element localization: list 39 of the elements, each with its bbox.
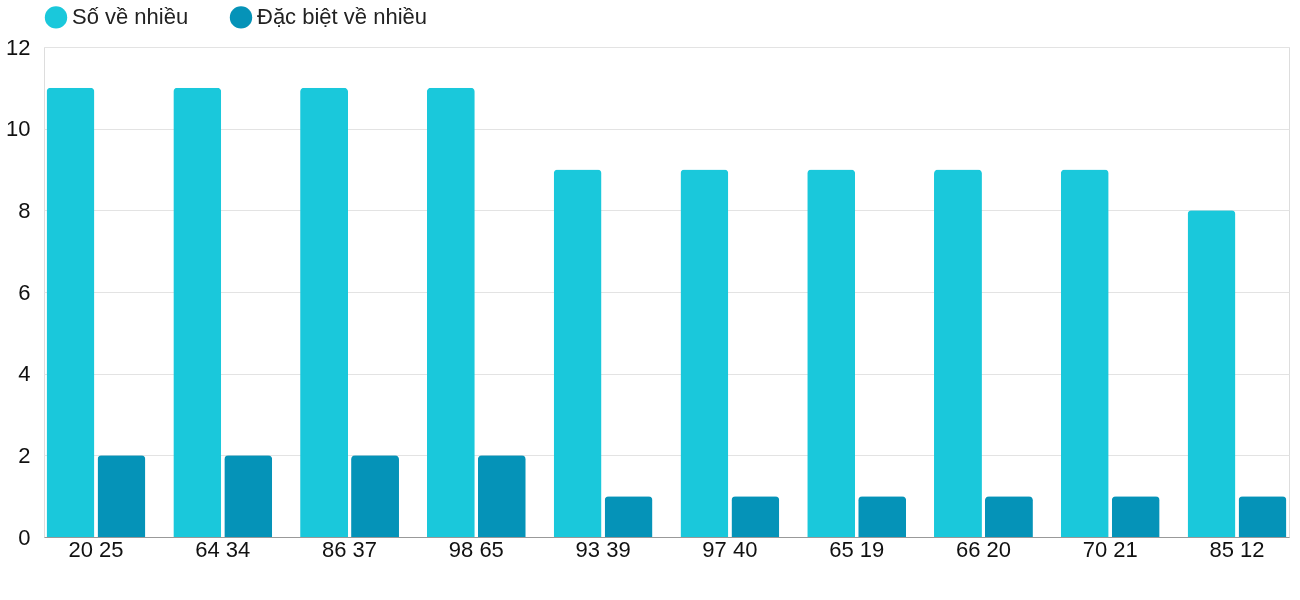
- x-tick-label: 97 40: [702, 536, 758, 562]
- bar: [984, 496, 1033, 537]
- bar: [224, 455, 273, 537]
- bar: [604, 496, 653, 537]
- legend-label: Đặc biệt về nhiều: [257, 4, 427, 30]
- x-tick-label: 64 34: [195, 536, 251, 562]
- y-tick-label: 8: [18, 197, 31, 223]
- y-tick-label: 2: [18, 442, 31, 468]
- y-tick-label: 0: [18, 524, 31, 550]
- bar: [1238, 496, 1287, 537]
- x-tick-label: 86 37: [322, 536, 378, 562]
- bar: [46, 87, 95, 537]
- x-tick-label: 65 19: [829, 536, 885, 562]
- bar: [97, 455, 146, 537]
- bar: [173, 87, 222, 537]
- bar: [1060, 169, 1109, 537]
- bar: [426, 87, 475, 537]
- y-tick-label: 6: [18, 279, 31, 305]
- legend-label: Số về nhiều: [72, 4, 189, 30]
- x-tick-label: 20 25: [68, 536, 124, 562]
- bar: [1187, 210, 1236, 537]
- bar: [858, 496, 907, 537]
- y-tick-label: 10: [6, 116, 31, 142]
- bar: [934, 169, 982, 537]
- bar: [553, 169, 602, 537]
- bar: [731, 496, 780, 537]
- bar: [680, 169, 729, 537]
- x-tick-label: 93 39: [575, 536, 631, 562]
- bar: [477, 455, 526, 537]
- x-tick-label: 85 12: [1209, 536, 1265, 562]
- bar: [300, 87, 349, 537]
- bar: [807, 169, 856, 537]
- bar: [351, 455, 399, 537]
- y-tick-label: 4: [18, 361, 31, 387]
- x-tick-label: 70 21: [1082, 536, 1138, 562]
- x-tick-label: 66 20: [955, 536, 1011, 562]
- bar: [1111, 496, 1160, 537]
- y-tick-label: 12: [6, 34, 31, 60]
- x-tick-label: 98 65: [448, 536, 504, 562]
